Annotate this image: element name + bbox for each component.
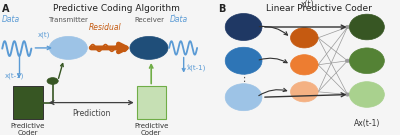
Text: D̂ata: D̂ata	[170, 15, 188, 24]
Text: Data: Data	[2, 15, 20, 24]
Circle shape	[345, 59, 350, 62]
Circle shape	[345, 25, 350, 29]
Circle shape	[225, 84, 262, 111]
Circle shape	[350, 48, 384, 74]
Circle shape	[350, 82, 384, 107]
Circle shape	[130, 36, 168, 59]
Text: Linear Predictive Coder: Linear Predictive Coder	[266, 4, 372, 13]
Text: A: A	[2, 4, 10, 14]
Text: x(t-1): x(t-1)	[4, 72, 24, 79]
Text: Predictive Coding Algorithm: Predictive Coding Algorithm	[53, 4, 180, 13]
Text: Predictive
Coder: Predictive Coder	[134, 123, 168, 135]
Text: x(t): x(t)	[38, 31, 50, 38]
Text: Receiver: Receiver	[134, 17, 164, 23]
Text: Transmitter: Transmitter	[48, 17, 88, 23]
Text: x(t): x(t)	[301, 0, 315, 9]
FancyBboxPatch shape	[14, 86, 42, 119]
Text: Residual: Residual	[89, 23, 122, 31]
Text: Prediction: Prediction	[73, 109, 111, 118]
Circle shape	[290, 55, 318, 75]
Circle shape	[345, 93, 350, 96]
Text: Predictive
Coder: Predictive Coder	[11, 123, 45, 135]
Circle shape	[225, 47, 262, 74]
Circle shape	[350, 14, 384, 40]
Circle shape	[225, 14, 262, 40]
Circle shape	[47, 78, 58, 84]
Text: B: B	[218, 4, 225, 14]
FancyBboxPatch shape	[137, 86, 166, 119]
Text: Ax(t-1): Ax(t-1)	[354, 119, 380, 128]
Circle shape	[290, 82, 318, 102]
Text: x̂(t-1): x̂(t-1)	[187, 65, 206, 72]
Text: ⋮: ⋮	[238, 73, 249, 83]
Circle shape	[290, 28, 318, 48]
Circle shape	[49, 36, 87, 59]
